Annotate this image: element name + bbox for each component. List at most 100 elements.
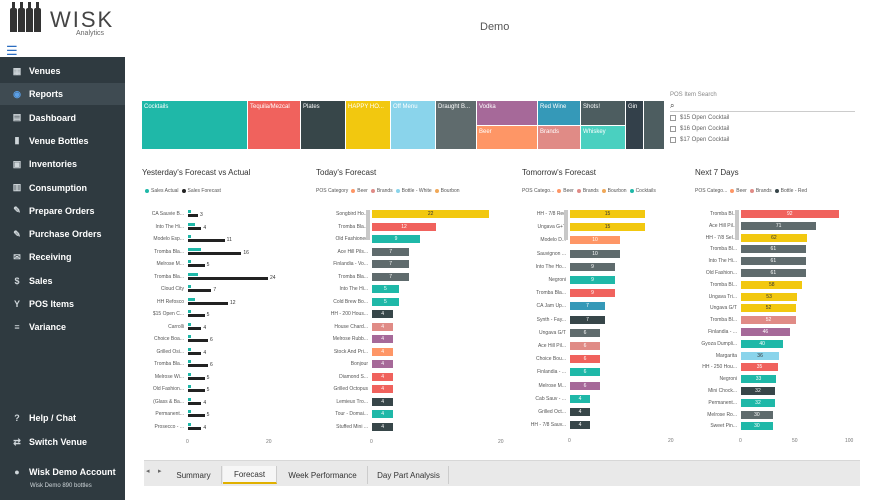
sidebar-item-venues[interactable]: ▦ Venues xyxy=(0,60,125,82)
pos-search-input[interactable]: ⌕ xyxy=(670,101,855,112)
sidebar-item-variance[interactable]: ≡ Variance xyxy=(0,316,125,338)
forecast-bar[interactable]: 71 xyxy=(741,221,817,230)
tab-week-performance[interactable]: Week Performance xyxy=(278,466,368,484)
forecast-bar[interactable]: 22 xyxy=(372,210,490,218)
tab-forecast[interactable]: Forecast xyxy=(223,466,277,484)
forecast-bar[interactable]: 46 xyxy=(741,328,790,336)
checkbox[interactable] xyxy=(670,115,676,121)
forecast-bar[interactable]: 4 xyxy=(372,372,394,381)
bar-actual[interactable] xyxy=(188,347,192,351)
forecast-bar[interactable]: 15 xyxy=(570,210,645,218)
treemap-tile-red-wine[interactable]: Red Wine xyxy=(538,101,580,125)
treemap-tile-brands[interactable]: Brands xyxy=(538,126,580,149)
bar-forecast[interactable] xyxy=(188,426,202,430)
bar-forecast[interactable] xyxy=(188,301,228,305)
bar-forecast[interactable] xyxy=(188,389,205,392)
treemap-tile-beer[interactable]: Beer xyxy=(477,126,537,149)
forecast-bar[interactable]: 61 xyxy=(741,269,806,277)
help-chat-button[interactable]: ? Help / Chat xyxy=(0,407,125,429)
chart-scrollbar[interactable] xyxy=(735,210,739,240)
forecast-bar[interactable]: 6 xyxy=(570,328,600,337)
checkbox[interactable] xyxy=(670,126,676,132)
chart-scrollbar[interactable] xyxy=(366,210,370,240)
treemap-tile-other[interactable] xyxy=(644,101,664,149)
bar-forecast[interactable] xyxy=(188,314,205,317)
forecast-bar[interactable]: 30 xyxy=(741,410,773,419)
sidebar-item-receiving[interactable]: ✉ Receiving xyxy=(0,246,125,268)
bar-actual[interactable] xyxy=(188,335,192,338)
bar-forecast[interactable] xyxy=(188,276,268,280)
treemap-tile-shots-[interactable]: Shots! xyxy=(581,101,625,125)
forecast-bar[interactable]: 4 xyxy=(372,335,394,343)
forecast-bar[interactable]: 4 xyxy=(570,408,590,416)
treemap-tile-whiskey[interactable]: Whiskey xyxy=(581,126,625,149)
sidebar-item-consumption[interactable]: ▥ Consumption xyxy=(0,177,125,199)
forecast-bar[interactable]: 33 xyxy=(741,375,776,384)
bar-actual[interactable] xyxy=(188,422,192,426)
forecast-bar[interactable]: 52 xyxy=(741,316,797,325)
forecast-bar[interactable]: 4 xyxy=(570,421,590,430)
treemap-tile-plates[interactable]: Plates xyxy=(301,101,345,149)
bar-actual[interactable] xyxy=(188,235,192,238)
forecast-bar[interactable]: 7 xyxy=(372,272,410,281)
bar-actual[interactable] xyxy=(188,397,192,401)
forecast-bar[interactable]: 61 xyxy=(741,245,806,254)
forecast-bar[interactable]: 9 xyxy=(570,262,615,271)
forecast-bar[interactable]: 58 xyxy=(741,280,803,289)
sidebar-item-venue-bottles[interactable]: ▮ Venue Bottles xyxy=(0,130,125,152)
pos-option[interactable]: $16 Open Cocktail xyxy=(670,124,855,134)
treemap-tile-draught-b-[interactable]: Draught B... xyxy=(436,101,476,149)
forecast-bar[interactable]: 6 xyxy=(570,381,600,390)
forecast-bar[interactable]: 7 xyxy=(372,260,410,268)
forecast-bar[interactable]: 40 xyxy=(741,339,784,348)
treemap-tile-off-menu[interactable]: Off Menu xyxy=(391,101,435,149)
bar-actual[interactable] xyxy=(188,247,202,251)
forecast-bar[interactable]: 10 xyxy=(570,236,620,245)
forecast-bar[interactable]: 4 xyxy=(372,347,394,356)
sidebar-item-sales[interactable]: $ Sales xyxy=(0,270,125,292)
forecast-bar[interactable]: 4 xyxy=(372,322,394,331)
bar-actual[interactable] xyxy=(188,410,192,413)
treemap-tile-cocktails[interactable]: Cocktails xyxy=(142,101,247,149)
bar-actual[interactable] xyxy=(188,222,195,226)
forecast-bar[interactable]: 4 xyxy=(372,310,394,318)
bar-forecast[interactable] xyxy=(188,239,225,242)
forecast-bar[interactable]: 92 xyxy=(741,210,839,218)
treemap-tile-tequila-mezcal[interactable]: Tequila/Mezcal xyxy=(248,101,300,149)
bar-forecast[interactable] xyxy=(188,326,202,330)
forecast-bar[interactable]: 4 xyxy=(372,385,394,393)
forecast-bar[interactable]: 9 xyxy=(372,235,420,243)
forecast-bar[interactable]: 10 xyxy=(570,249,620,258)
tab-next-icon[interactable]: ▸ xyxy=(158,468,162,475)
forecast-bar[interactable]: 4 xyxy=(372,397,394,406)
forecast-bar[interactable]: 5 xyxy=(372,285,399,293)
forecast-bar[interactable]: 7 xyxy=(570,302,605,311)
forecast-bar[interactable]: 36 xyxy=(741,351,780,360)
sidebar-item-prepare-orders[interactable]: ✎ Prepare Orders xyxy=(0,200,125,222)
bar-forecast[interactable] xyxy=(188,364,208,367)
sidebar-item-reports[interactable]: ◉ Reports xyxy=(0,83,125,106)
sidebar-item-inventories[interactable]: ▣ Inventories xyxy=(0,153,125,175)
bar-actual[interactable] xyxy=(188,360,192,363)
forecast-bar[interactable]: 4 xyxy=(372,422,394,431)
tab-summary[interactable]: Summary xyxy=(166,466,222,484)
forecast-bar[interactable]: 32 xyxy=(741,398,775,407)
bar-forecast[interactable] xyxy=(188,251,242,255)
hamburger-menu-icon[interactable]: ☰ xyxy=(6,43,18,58)
tab-day-part-analysis[interactable]: Day Part Analysis xyxy=(369,466,449,484)
bar-actual[interactable] xyxy=(188,322,192,326)
treemap-tile-vodka[interactable]: Vodka xyxy=(477,101,537,125)
forecast-bar[interactable]: 61 xyxy=(741,257,806,266)
bar-forecast[interactable] xyxy=(188,414,205,417)
bar-actual[interactable] xyxy=(188,310,192,313)
forecast-bar[interactable]: 4 xyxy=(570,394,590,403)
bar-actual[interactable] xyxy=(188,372,192,376)
pos-option[interactable]: $15 Open Cocktail xyxy=(670,113,855,123)
bar-forecast[interactable] xyxy=(188,264,205,267)
forecast-bar[interactable]: 4 xyxy=(372,410,394,418)
tab-prev-icon[interactable]: ◂ xyxy=(146,468,150,475)
forecast-bar[interactable]: 52 xyxy=(741,304,797,313)
bar-forecast[interactable] xyxy=(188,339,208,342)
treemap-tile-gin[interactable]: Gin xyxy=(626,101,643,149)
forecast-bar[interactable]: 7 xyxy=(570,315,605,324)
